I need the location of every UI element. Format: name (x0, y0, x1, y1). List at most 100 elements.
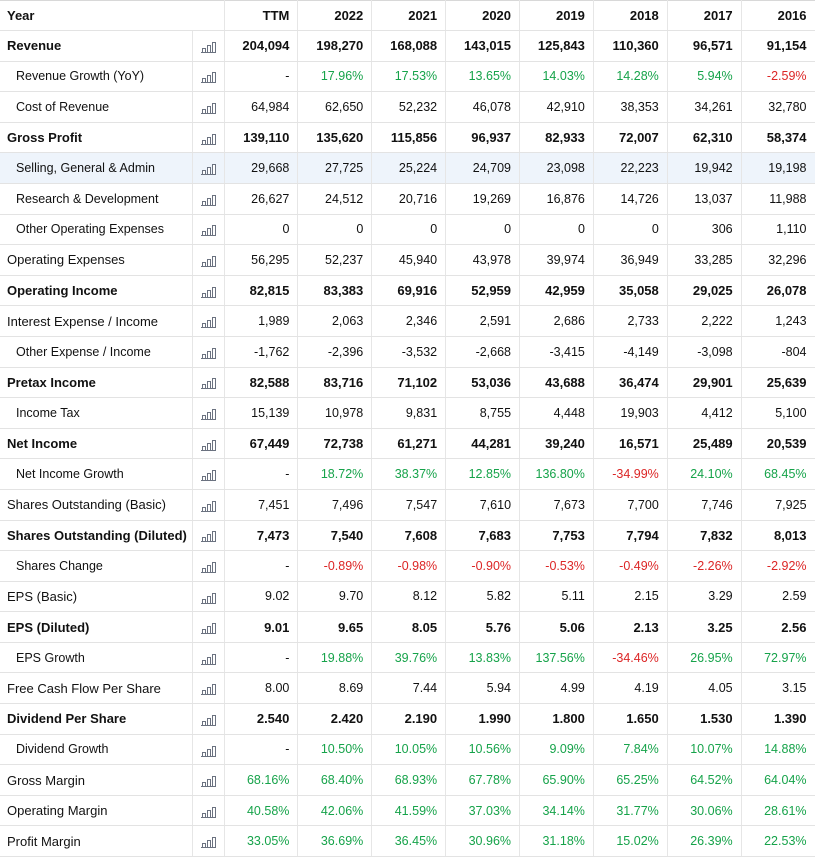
table-cell: 7,673 (519, 489, 594, 521)
table-cell: 62,650 (297, 91, 373, 123)
table-cell: 82,815 (224, 275, 299, 307)
table-row-eps-basic: EPS (Basic) 9.02 9.70 8.12 5.82 5.11 2.15 3.29 2… (0, 581, 815, 613)
table-cell: 68.93% (371, 764, 447, 796)
table-cell: 1,989 (224, 305, 299, 337)
table-cell: -2,396 (297, 336, 373, 368)
table-cell: 39,974 (519, 244, 594, 276)
table-cell: 19,198 (741, 152, 815, 184)
chart-button[interactable] (192, 91, 225, 123)
table-cell: 17.53% (371, 61, 447, 93)
table-cell: 3.29 (667, 581, 742, 613)
chart-button[interactable] (192, 672, 225, 705)
chart-button[interactable] (192, 244, 225, 276)
column-header[interactable]: 2020 (445, 0, 521, 31)
table-cell: -2.59% (741, 61, 815, 93)
chart-button[interactable] (192, 152, 225, 184)
chart-button[interactable] (192, 30, 225, 62)
table-cell: 2,063 (297, 305, 373, 337)
table-cell: 2,686 (519, 305, 594, 337)
chart-button[interactable] (192, 520, 225, 552)
bar-chart-icon (200, 530, 216, 543)
table-cell: 30.96% (445, 825, 521, 857)
table-cell: 125,843 (519, 30, 594, 62)
table-cell: 34.14% (519, 795, 594, 827)
chart-button[interactable] (192, 275, 225, 307)
chart-button[interactable] (192, 825, 225, 857)
chart-button[interactable] (192, 367, 225, 399)
table-cell: -3,098 (667, 336, 742, 368)
table-cell: 64.52% (667, 764, 742, 796)
table-cell: 65.25% (593, 764, 668, 796)
row-label: EPS (Diluted) (0, 611, 193, 643)
table-cell: 14.88% (741, 734, 815, 766)
bar-chart-icon (200, 714, 216, 726)
bar-chart-icon (200, 745, 216, 757)
table-cell: 34,261 (667, 91, 742, 123)
chart-button[interactable] (192, 428, 225, 460)
table-cell: 168,088 (371, 30, 447, 62)
table-cell: 8,013 (741, 520, 815, 552)
chart-button[interactable] (192, 703, 225, 735)
table-cell: 16,876 (519, 183, 594, 215)
chart-button[interactable] (192, 397, 225, 429)
chart-button[interactable] (192, 489, 225, 521)
column-header[interactable]: 2019 (519, 0, 594, 31)
chart-button[interactable] (192, 550, 225, 582)
chart-button[interactable] (192, 734, 225, 766)
chart-button[interactable] (192, 611, 225, 643)
chart-button[interactable] (192, 214, 225, 246)
table-cell: 32,780 (741, 91, 815, 123)
table-cell: 7.84% (593, 734, 668, 766)
table-cell: 45,940 (371, 244, 447, 276)
table-cell: 26,627 (224, 183, 299, 215)
column-header[interactable]: TTM (224, 0, 299, 31)
column-header[interactable]: 2021 (371, 0, 447, 31)
table-cell: 0 (445, 214, 521, 246)
row-label: Other Operating Expenses (0, 214, 193, 246)
table-cell: 0 (593, 214, 668, 246)
table-row-cost-of-revenue: Cost of Revenue 64,984 62,650 52,232 46,078 4… (0, 91, 815, 123)
table-row-net-income: Net Income 67,449 72,738 61,271 44,281 39,240… (0, 428, 815, 460)
chart-button[interactable] (192, 581, 225, 613)
table-cell: 11,988 (741, 183, 815, 215)
table-cell: 4,412 (667, 397, 742, 429)
table-cell: 7,794 (593, 520, 668, 552)
table-cell: 5.94% (667, 61, 742, 93)
table-cell: -0.53% (519, 550, 594, 582)
table-row-operating-income: Operating Income 82,815 83,383 69,916 52,959… (0, 275, 815, 307)
table-cell: 25,224 (371, 152, 447, 184)
table-cell: -34.46% (593, 642, 668, 674)
chart-button[interactable] (192, 764, 225, 796)
header-row: Year TTM 2022 2021 2020 2019 2018 2017 2… (0, 0, 815, 31)
chart-button[interactable] (192, 458, 225, 490)
table-cell: 32,296 (741, 244, 815, 276)
chart-button[interactable] (192, 795, 225, 827)
chart-button[interactable] (192, 336, 225, 368)
chart-button[interactable] (192, 122, 225, 154)
row-label: Revenue (0, 30, 193, 62)
table-cell: 33,285 (667, 244, 742, 276)
column-header[interactable]: 2016 (741, 0, 815, 31)
column-header[interactable]: 2018 (593, 0, 668, 31)
table-cell: -2,668 (445, 336, 521, 368)
table-cell: 306 (667, 214, 742, 246)
table-cell: 41.59% (371, 795, 447, 827)
table-cell: 24.10% (667, 458, 742, 490)
column-header[interactable]: 2022 (297, 0, 373, 31)
chart-button[interactable] (192, 183, 225, 215)
column-header[interactable]: 2017 (667, 0, 742, 31)
table-cell: 83,383 (297, 275, 373, 307)
table-cell: 27,725 (297, 152, 373, 184)
table-cell: 0 (371, 214, 447, 246)
chart-button[interactable] (192, 61, 225, 93)
chart-button[interactable] (192, 642, 225, 674)
table-cell: 64.04% (741, 764, 815, 796)
table-cell: 7,473 (224, 520, 299, 552)
chart-button[interactable] (192, 305, 225, 337)
table-cell: 43,978 (445, 244, 521, 276)
bar-chart-icon (200, 347, 216, 359)
row-label: Selling, General & Admin (0, 152, 193, 184)
row-label: Pretax Income (0, 367, 193, 399)
table-row-profit-margin: Profit Margin 33.05% 36.69% 36.45% 30.96% 31.… (0, 825, 815, 857)
